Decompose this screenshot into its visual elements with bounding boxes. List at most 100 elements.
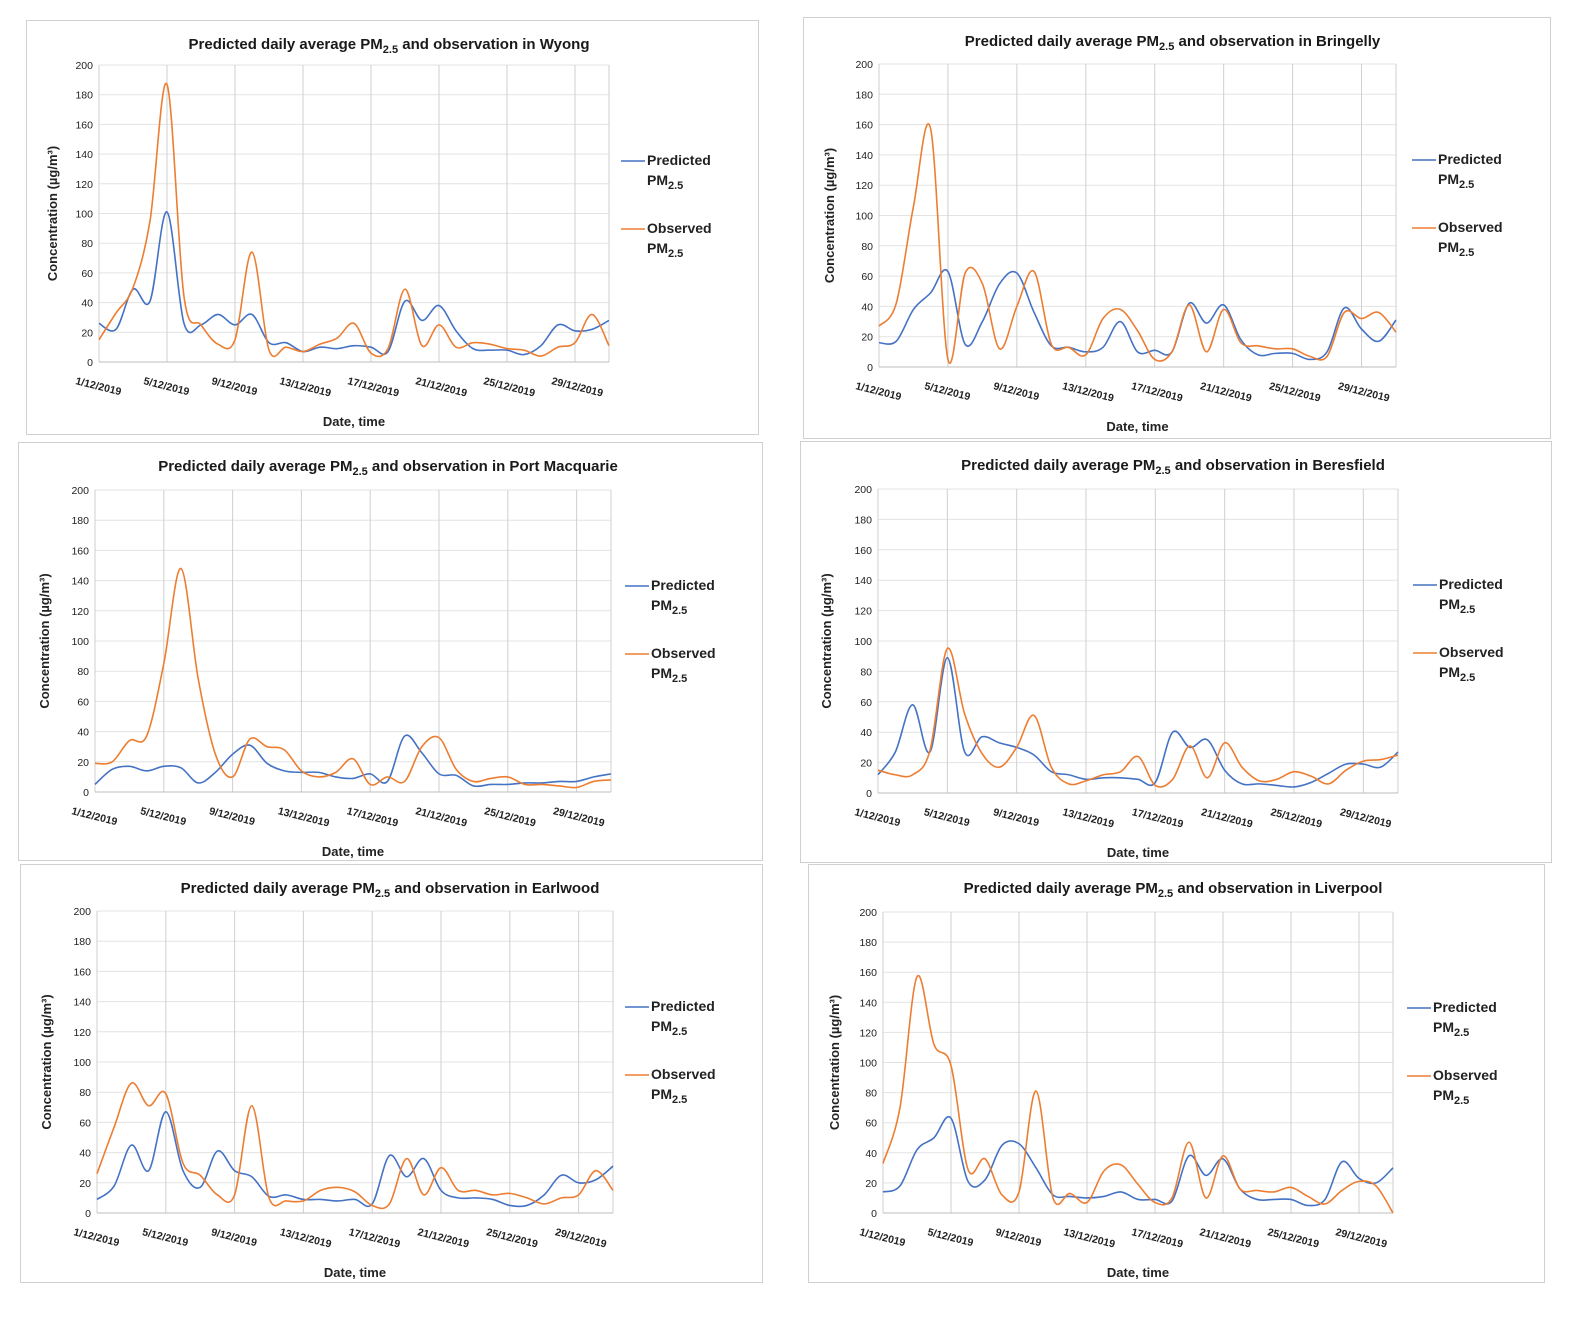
legend-label: Observed <box>651 645 716 661</box>
x-tick-label: 29/12/2019 <box>1339 806 1393 830</box>
chart-panel-liverpool: Predicted daily average PM2.5 and observ… <box>808 864 1545 1283</box>
x-tick-label: 9/12/2019 <box>208 805 256 828</box>
y-tick-label: 160 <box>855 120 873 132</box>
y-tick-label: 200 <box>854 484 872 496</box>
chart-bringelly: Predicted daily average PM2.5 and observ… <box>822 33 1503 434</box>
legend-label: Predicted <box>651 577 715 593</box>
legend-label: Observed <box>1438 219 1503 235</box>
predicted-series-line <box>98 211 610 356</box>
legend-label: Predicted <box>651 998 715 1014</box>
y-tick-label: 180 <box>71 515 89 527</box>
y-tick-label: 80 <box>77 666 89 678</box>
x-axis-label: Date, time <box>324 1265 386 1280</box>
y-tick-label: 200 <box>859 907 877 919</box>
y-tick-label: 20 <box>860 758 872 770</box>
y-tick-label: 120 <box>73 1027 91 1039</box>
y-tick-label: 160 <box>859 967 877 979</box>
observed-series-line <box>96 1082 614 1210</box>
y-tick-label: 40 <box>860 727 872 739</box>
x-tick-label: 1/12/2019 <box>853 806 901 829</box>
x-tick-label: 17/12/2019 <box>346 375 400 399</box>
chart-title: Predicted daily average PM2.5 and observ… <box>189 36 590 56</box>
chart-panel-bringelly: Predicted daily average PM2.5 and observ… <box>803 17 1551 439</box>
x-tick-label: 29/12/2019 <box>554 1226 608 1250</box>
x-tick-label: 13/12/2019 <box>1061 806 1115 830</box>
legend-label-unit: PM2.5 <box>1439 596 1475 616</box>
legend-label-unit: PM2.5 <box>651 665 687 685</box>
chart-port-macquarie: Predicted daily average PM2.5 and observ… <box>37 458 716 859</box>
x-tick-label: 13/12/2019 <box>279 1226 333 1250</box>
chart-panel-beresfield: Predicted daily average PM2.5 and observ… <box>800 441 1552 863</box>
legend-label-unit: PM2.5 <box>1439 664 1475 684</box>
y-tick-label: 0 <box>87 357 93 369</box>
x-tick-label: 29/12/2019 <box>1337 380 1391 404</box>
legend-label: Observed <box>1439 644 1504 660</box>
y-tick-label: 180 <box>859 937 877 949</box>
y-tick-label: 160 <box>71 545 89 557</box>
x-tick-label: 17/12/2019 <box>1130 380 1184 404</box>
y-axis-label: Concentration (µg/m³) <box>819 573 834 708</box>
y-tick-label: 80 <box>860 666 872 678</box>
y-tick-label: 60 <box>861 271 873 283</box>
chart-panel-wyong: Predicted daily average PM2.5 and observ… <box>26 20 759 435</box>
y-axis-label: Concentration (µg/m³) <box>45 146 60 281</box>
x-tick-label: 21/12/2019 <box>414 375 468 399</box>
observed-series-line <box>94 567 612 789</box>
y-tick-label: 40 <box>79 1148 91 1160</box>
legend-label: Predicted <box>647 152 711 168</box>
x-tick-label: 9/12/2019 <box>992 380 1040 403</box>
legend-label-unit: PM2.5 <box>1433 1019 1469 1039</box>
y-tick-label: 120 <box>71 606 89 618</box>
y-tick-label: 0 <box>83 787 89 799</box>
x-tick-label: 29/12/2019 <box>552 805 606 829</box>
x-tick-label: 5/12/2019 <box>923 380 971 403</box>
x-tick-label: 29/12/2019 <box>550 375 604 399</box>
y-tick-label: 20 <box>865 1178 877 1190</box>
y-tick-label: 100 <box>854 636 872 648</box>
y-tick-label: 60 <box>860 697 872 709</box>
x-tick-label: 25/12/2019 <box>1268 380 1322 404</box>
y-tick-label: 0 <box>866 788 872 800</box>
legend-label: Observed <box>647 220 712 236</box>
x-tick-label: 13/12/2019 <box>278 375 332 399</box>
legend-label-unit: PM2.5 <box>1438 171 1474 191</box>
x-tick-label: 29/12/2019 <box>1334 1226 1388 1250</box>
predicted-series-line <box>877 656 1399 788</box>
x-tick-label: 25/12/2019 <box>485 1226 539 1250</box>
x-tick-label: 17/12/2019 <box>1131 806 1185 830</box>
y-tick-label: 120 <box>75 179 93 191</box>
y-tick-label: 140 <box>859 997 877 1009</box>
y-tick-label: 100 <box>73 1057 91 1069</box>
x-tick-label: 17/12/2019 <box>345 805 399 829</box>
legend-label-unit: PM2.5 <box>651 1018 687 1038</box>
y-tick-label: 120 <box>859 1027 877 1039</box>
chart-panel-earlwood: Predicted daily average PM2.5 and observ… <box>20 864 763 1283</box>
legend-label-unit: PM2.5 <box>651 597 687 617</box>
observed-series-line <box>882 974 1394 1214</box>
legend-label: Observed <box>1433 1067 1498 1083</box>
y-tick-label: 180 <box>854 514 872 526</box>
x-tick-label: 5/12/2019 <box>139 805 187 828</box>
x-tick-label: 1/12/2019 <box>72 1226 120 1249</box>
chart-title: Predicted daily average PM2.5 and observ… <box>181 880 600 900</box>
legend-label-unit: PM2.5 <box>1433 1087 1469 1107</box>
x-tick-label: 21/12/2019 <box>1199 380 1253 404</box>
predicted-series-line <box>94 734 612 788</box>
y-tick-label: 200 <box>73 906 91 918</box>
x-tick-label: 17/12/2019 <box>347 1226 401 1250</box>
y-axis-label: Concentration (µg/m³) <box>822 148 837 283</box>
y-tick-label: 20 <box>77 757 89 769</box>
legend-label-unit: PM2.5 <box>647 172 683 192</box>
y-tick-label: 80 <box>79 1087 91 1099</box>
y-tick-label: 200 <box>75 60 93 72</box>
y-axis-label: Concentration (µg/m³) <box>39 994 54 1129</box>
chart-title: Predicted daily average PM2.5 and observ… <box>964 880 1383 900</box>
legend-label: Predicted <box>1438 151 1502 167</box>
y-tick-label: 100 <box>75 209 93 221</box>
observed-series-line <box>877 647 1399 788</box>
x-tick-label: 21/12/2019 <box>1198 1226 1252 1250</box>
legend-label-unit: PM2.5 <box>1438 239 1474 259</box>
legend-label: Observed <box>651 1066 716 1082</box>
y-tick-label: 80 <box>861 241 873 253</box>
x-tick-label: 25/12/2019 <box>1269 806 1323 830</box>
